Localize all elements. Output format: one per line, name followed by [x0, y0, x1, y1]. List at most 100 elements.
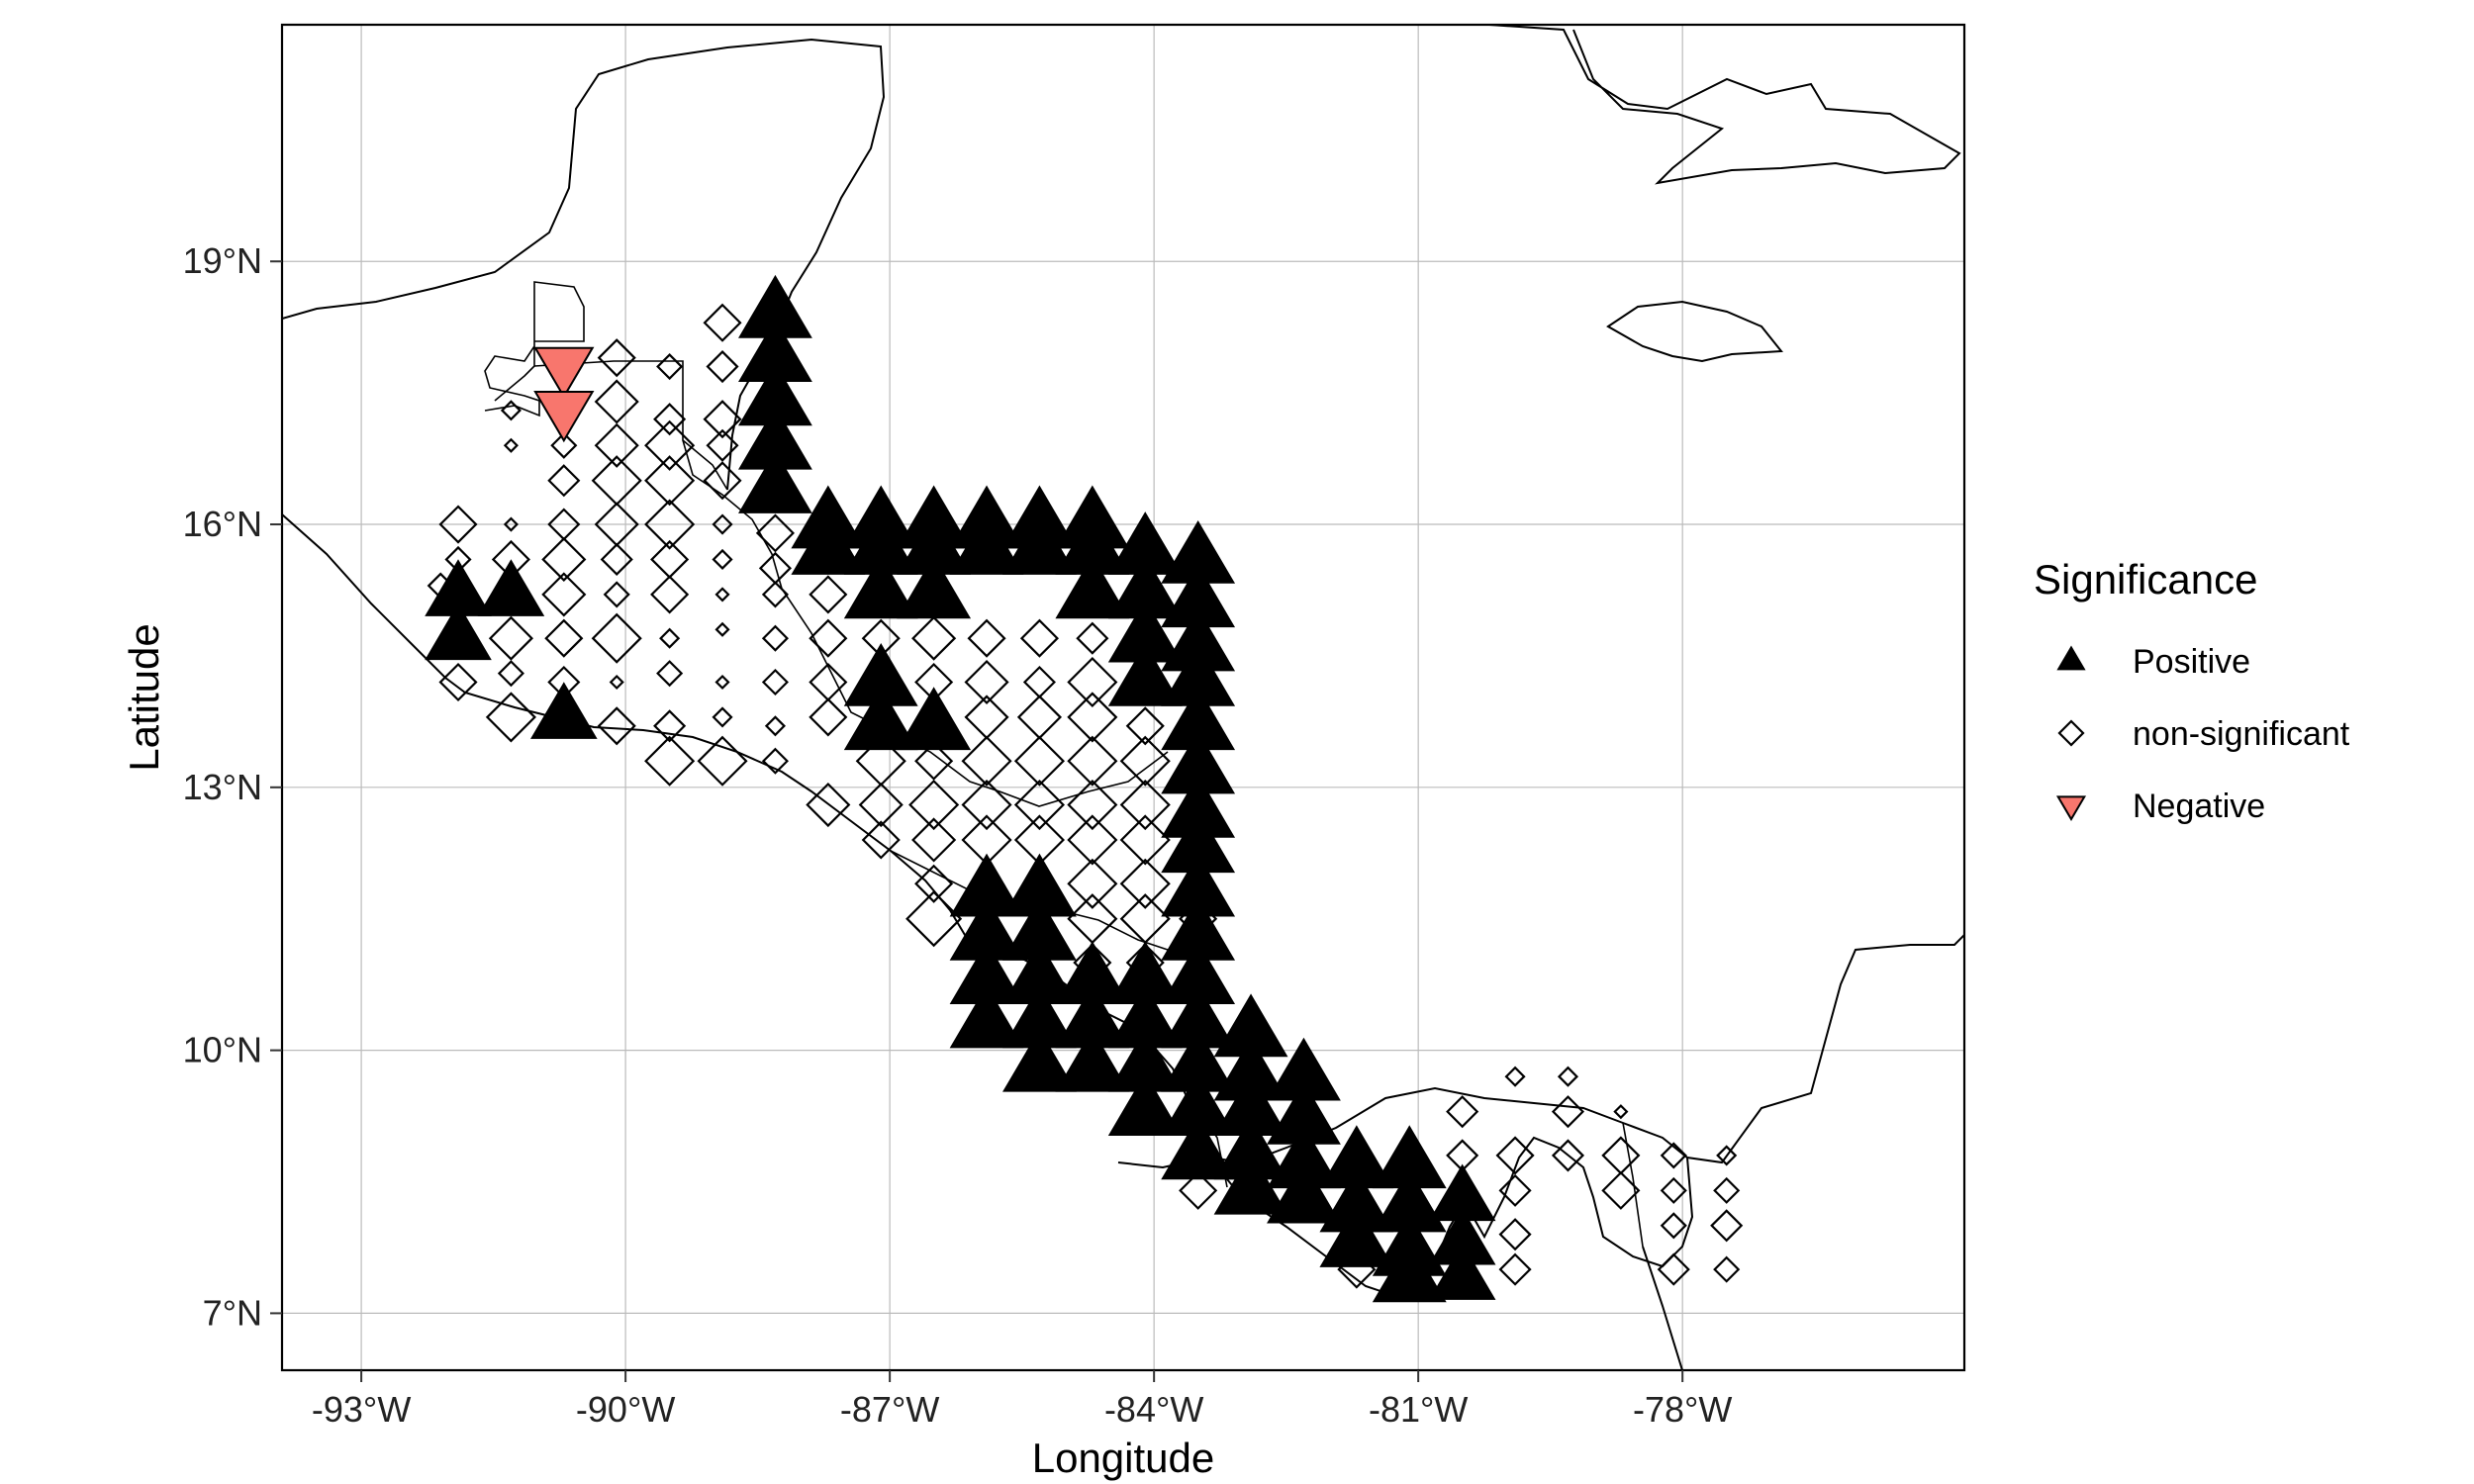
- marker-non-significant: [485, 692, 536, 743]
- marker-non-significant: [714, 674, 730, 691]
- legend-label-positive: Positive: [2133, 643, 2250, 681]
- marker-non-significant: [911, 615, 957, 661]
- marker-positive: [1428, 1243, 1496, 1300]
- marker-non-significant: [914, 741, 954, 781]
- marker-non-significant: [500, 400, 522, 421]
- marker-positive: [1372, 1239, 1447, 1303]
- marker-positive: [843, 687, 918, 751]
- marker-non-significant: [761, 581, 789, 608]
- marker-non-significant: [1067, 858, 1118, 909]
- marker-non-significant: [706, 428, 739, 462]
- x-tick-label: -90°W: [576, 1389, 675, 1430]
- marker-non-significant: [703, 303, 742, 342]
- marker-non-significant: [967, 618, 1006, 658]
- marker-non-significant: [656, 352, 684, 381]
- marker-non-significant: [755, 513, 795, 553]
- marker-non-significant: [650, 575, 690, 614]
- marker-non-significant: [712, 706, 733, 728]
- marker-non-significant: [908, 779, 960, 831]
- marker-non-significant: [1713, 1255, 1741, 1283]
- marker-non-significant: [809, 575, 848, 614]
- marker-positive: [1055, 555, 1130, 619]
- marker-positive: [843, 555, 918, 619]
- marker-non-significant: [1713, 1176, 1741, 1204]
- marker-non-significant: [547, 464, 581, 498]
- marker-non-significant: [911, 817, 957, 863]
- marker-non-significant: [1067, 814, 1118, 866]
- legend-key-positive: [2056, 645, 2086, 671]
- marker-non-significant: [961, 735, 1012, 787]
- marker-positive: [1107, 1072, 1183, 1136]
- marker-non-significant: [1119, 814, 1171, 866]
- marker-non-significant: [706, 349, 739, 384]
- axes: -93°W -90°W -87°W -84°W -81°W -78°W 7°N 10°N 13°…: [183, 240, 1733, 1430]
- marker-non-significant: [597, 338, 636, 378]
- x-axis-title: Longitude: [1032, 1435, 1215, 1481]
- marker-non-significant: [550, 431, 578, 459]
- coastline-cuba: [1488, 25, 1961, 185]
- marker-positive: [1002, 511, 1077, 575]
- marker-non-significant: [1013, 779, 1066, 831]
- marker-non-significant: [644, 735, 696, 787]
- marker-non-significant: [541, 536, 587, 583]
- marker-negative: [533, 346, 595, 399]
- marker-non-significant: [1557, 1066, 1579, 1087]
- marker-non-significant: [503, 516, 519, 532]
- marker-non-significant: [1710, 1209, 1744, 1243]
- marker-non-significant: [653, 403, 687, 436]
- marker-positive: [738, 450, 812, 513]
- border-mexico-guatemala: [484, 281, 585, 417]
- marker-non-significant: [1716, 1145, 1738, 1166]
- marker-non-significant: [653, 709, 687, 743]
- marker-non-significant: [914, 864, 954, 903]
- legend-key-negative: [2055, 795, 2087, 821]
- marker-non-significant: [905, 890, 963, 948]
- legend-title: Significance: [2034, 556, 2257, 603]
- y-tick-label: 10°N: [183, 1030, 262, 1070]
- marker-non-significant: [714, 587, 730, 603]
- marker-non-significant: [597, 706, 636, 746]
- marker-non-significant: [591, 612, 642, 664]
- marker-non-significant: [697, 735, 748, 787]
- marker-non-significant: [1119, 735, 1171, 787]
- coastline-south-america: [1642, 1246, 1683, 1370]
- marker-non-significant: [1551, 1139, 1585, 1172]
- y-tick-label: 7°N: [203, 1292, 262, 1333]
- marker-positive: [530, 682, 598, 739]
- marker-positive: [1161, 1116, 1236, 1180]
- marker-non-significant: [809, 697, 848, 737]
- marker-positive: [1055, 1028, 1130, 1092]
- marker-non-significant: [1446, 1095, 1479, 1129]
- marker-non-significant: [1076, 621, 1109, 655]
- marker-non-significant: [1067, 779, 1118, 831]
- legend-label-non-significant: non-significant: [2133, 715, 2350, 753]
- marker-non-significant: [1601, 1170, 1641, 1210]
- x-tick-label: -93°W: [312, 1389, 411, 1430]
- marker-non-significant: [1660, 1212, 1687, 1240]
- marker-non-significant: [1119, 858, 1171, 909]
- y-tick-label: 13°N: [183, 767, 262, 807]
- marker-non-significant: [1125, 706, 1165, 746]
- marker-non-significant: [1119, 779, 1171, 831]
- marker-non-significant: [861, 820, 901, 860]
- marker-non-significant: [659, 627, 681, 649]
- border-panama-colombia: [1622, 1122, 1644, 1248]
- marker-negative: [533, 390, 595, 443]
- marker-positive: [1107, 643, 1183, 706]
- y-tick-label: 16°N: [183, 504, 262, 544]
- marker-non-significant: [964, 659, 1009, 705]
- marker-positive: [477, 559, 545, 616]
- marker-positive: [949, 984, 1024, 1049]
- marker-non-significant: [544, 618, 584, 658]
- marker-non-significant: [703, 461, 742, 501]
- marker-positive: [425, 603, 492, 661]
- marker-non-significant: [1067, 735, 1118, 787]
- marker-non-significant: [503, 437, 519, 453]
- marker-non-significant: [712, 513, 733, 535]
- marker-non-significant: [656, 660, 684, 688]
- marker-positive: [1213, 1151, 1288, 1215]
- marker-non-significant: [488, 615, 533, 661]
- marker-positive: [897, 687, 972, 751]
- marker-non-significant: [644, 455, 696, 507]
- marker-non-significant: [1551, 1095, 1585, 1129]
